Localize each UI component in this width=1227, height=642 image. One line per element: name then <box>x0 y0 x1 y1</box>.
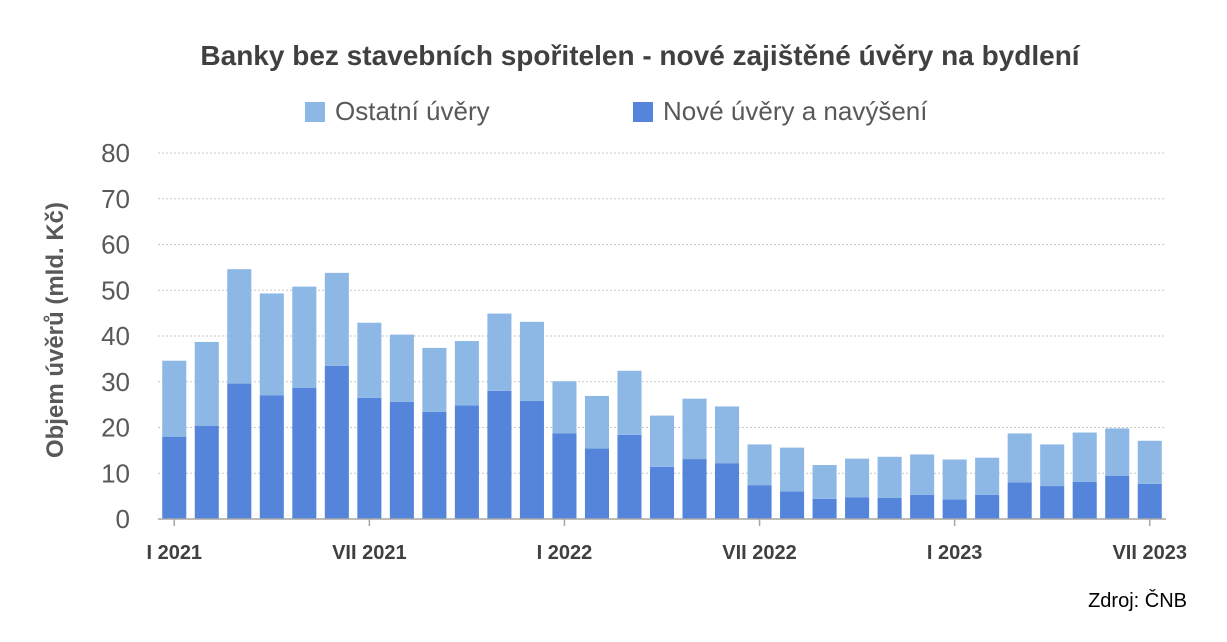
bar-ostatni-uvery <box>747 444 772 486</box>
bar-ostatni-uvery <box>975 457 1000 495</box>
y-tick-label: 0 <box>116 504 130 534</box>
bar-nove-uvery <box>1040 486 1065 519</box>
bar-ostatni-uvery <box>1137 440 1162 484</box>
bar-ostatni-uvery <box>584 395 609 449</box>
y-tick-label: 50 <box>101 275 130 305</box>
bar-nove-uvery <box>1072 481 1097 519</box>
bar-nove-uvery <box>422 411 447 519</box>
x-tick-label: I 2023 <box>927 542 983 564</box>
bar-ostatni-uvery <box>1072 432 1097 482</box>
bar-ostatni-uvery <box>162 360 187 437</box>
bar-nove-uvery <box>747 485 772 519</box>
bar-ostatni-uvery <box>487 313 512 391</box>
bar-nove-uvery <box>942 499 967 519</box>
bar-ostatni-uvery <box>617 370 642 435</box>
bar-ostatni-uvery <box>519 321 544 401</box>
bar-nove-uvery <box>389 401 414 519</box>
bar-nove-uvery <box>487 390 512 519</box>
bar-ostatni-uvery <box>389 334 414 402</box>
x-tick-label: VII 2022 <box>722 542 797 564</box>
bar-nove-uvery <box>910 494 935 519</box>
bar-ostatni-uvery <box>812 465 837 499</box>
bar-ostatni-uvery <box>422 347 447 412</box>
bar-nove-uvery <box>162 436 187 519</box>
bar-ostatni-uvery <box>682 398 707 460</box>
bar-ostatni-uvery <box>324 272 349 366</box>
legend-item-ostatni: Ostatní úvěry <box>305 96 490 127</box>
legend-item-nove: Nové úvěry a navýšení <box>633 96 927 127</box>
y-tick-label: 60 <box>101 230 130 260</box>
bar-nove-uvery <box>877 497 902 519</box>
y-tick-label: 40 <box>101 321 130 351</box>
x-tick-label: VII 2021 <box>332 542 407 564</box>
bar-ostatni-uvery <box>552 381 577 434</box>
bar-nove-uvery <box>812 498 837 519</box>
bar-nove-uvery <box>227 383 252 519</box>
y-tick-label: 10 <box>101 458 130 488</box>
bar-nove-uvery <box>519 400 544 519</box>
source-note: Zdroj: ČNB <box>1088 590 1187 612</box>
chart-title: Banky bez stavebních spořitelen - nové z… <box>200 40 1080 71</box>
bar-nove-uvery <box>357 397 382 519</box>
bar-nove-uvery <box>292 387 317 519</box>
bar-nove-uvery <box>715 463 740 519</box>
bar-ostatni-uvery <box>780 447 805 492</box>
bar-ostatni-uvery <box>1105 428 1130 476</box>
legend-swatch-nove <box>633 101 653 122</box>
bar-ostatni-uvery <box>877 456 902 498</box>
bar-ostatni-uvery <box>649 415 675 467</box>
bar-nove-uvery <box>617 434 642 519</box>
bar-nove-uvery <box>1137 483 1162 519</box>
bar-ostatni-uvery <box>942 459 967 500</box>
bar-ostatni-uvery <box>227 269 252 384</box>
bar-ostatni-uvery <box>357 322 382 398</box>
bar-ostatni-uvery <box>292 286 317 388</box>
bar-ostatni-uvery <box>910 454 935 495</box>
x-tick-label: VII 2023 <box>1112 542 1187 564</box>
legend-swatch-ostatni <box>305 101 325 122</box>
bar-ostatni-uvery <box>259 293 284 396</box>
bar-nove-uvery <box>1007 482 1032 519</box>
bar-nove-uvery <box>975 494 1000 519</box>
y-tick-label: 20 <box>101 413 130 443</box>
y-tick-label: 80 <box>101 138 130 168</box>
bar-ostatni-uvery <box>1040 444 1065 487</box>
bar-nove-uvery <box>552 433 577 519</box>
bar-nove-uvery <box>1105 475 1130 519</box>
bar-nove-uvery <box>845 497 870 519</box>
bar-ostatni-uvery <box>454 341 479 406</box>
bar-nove-uvery <box>194 425 219 519</box>
x-tick-label: I 2022 <box>537 542 593 564</box>
bar-nove-uvery <box>780 491 805 519</box>
bar-nove-uvery <box>649 466 675 519</box>
x-tick-label: I 2021 <box>146 542 202 564</box>
bar-ostatni-uvery <box>845 458 870 498</box>
bar-nove-uvery <box>682 459 707 519</box>
bar-nove-uvery <box>324 365 349 519</box>
y-tick-label: 30 <box>101 367 130 397</box>
bar-ostatni-uvery <box>715 406 740 464</box>
legend: Ostatní úvěry Nové úvěry a navýšení <box>0 96 1227 126</box>
bar-nove-uvery <box>454 405 479 519</box>
bar-ostatni-uvery <box>1007 433 1032 483</box>
legend-label-ostatni: Ostatní úvěry <box>335 96 490 126</box>
bar-nove-uvery <box>259 395 284 519</box>
legend-label-nove: Nové úvěry a navýšení <box>663 96 928 126</box>
bar-nove-uvery <box>584 448 609 519</box>
bar-ostatni-uvery <box>194 341 219 426</box>
y-tick-label: 70 <box>101 184 130 214</box>
